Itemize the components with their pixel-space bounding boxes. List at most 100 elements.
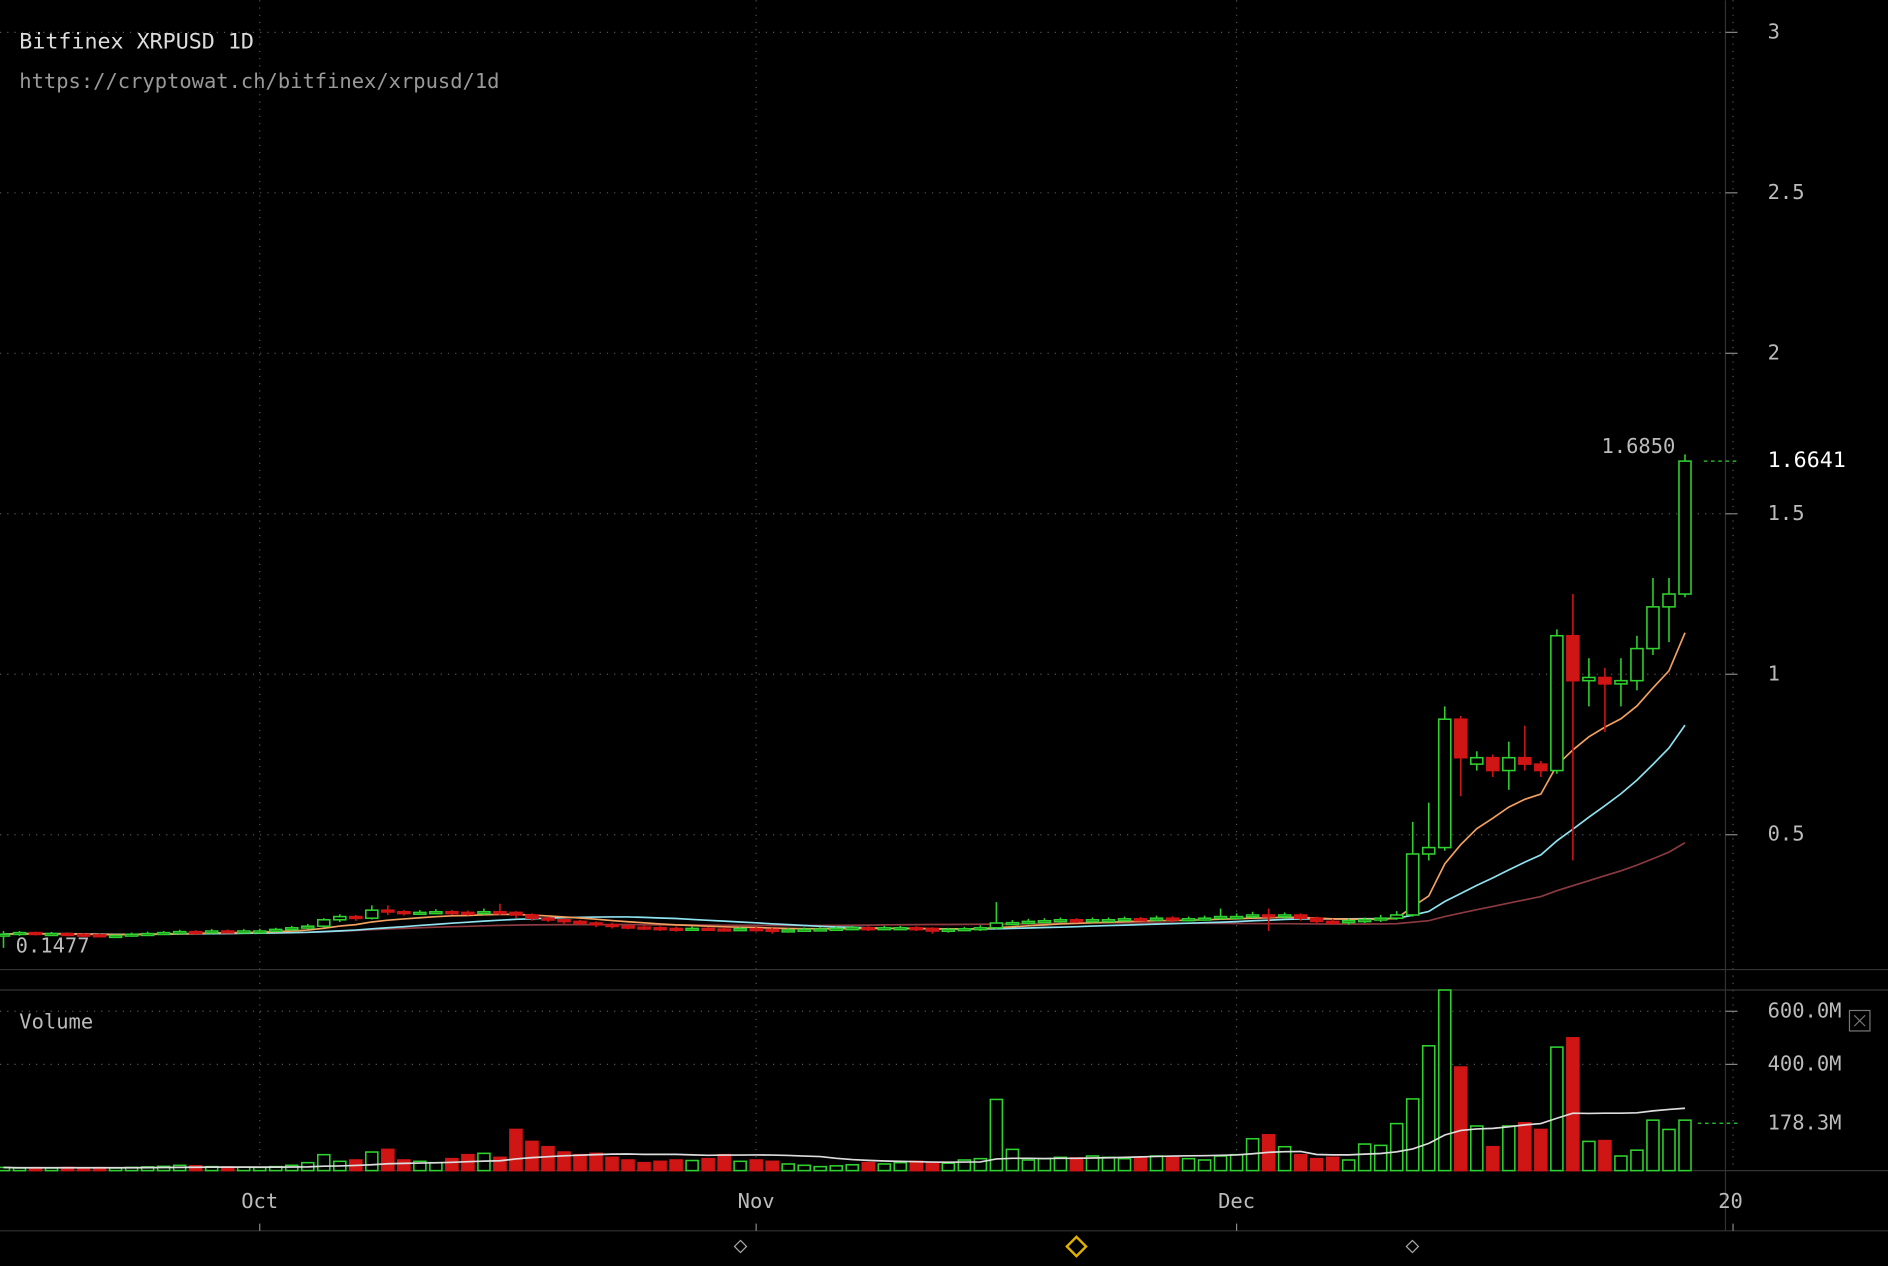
x-tick-label: Dec xyxy=(1218,1189,1255,1213)
volume-bar xyxy=(701,1157,715,1172)
moving-average xyxy=(3,632,1686,936)
high-label: 1.6850 xyxy=(1601,434,1675,458)
candle-body xyxy=(1630,647,1644,682)
candle-body xyxy=(188,930,203,935)
volume-bar xyxy=(1181,1157,1196,1172)
nav-marker[interactable] xyxy=(1065,1235,1088,1258)
candle-body xyxy=(829,927,844,932)
candle-body xyxy=(332,915,347,921)
candle-body xyxy=(861,927,876,931)
candle-body xyxy=(669,927,683,932)
volume-bar xyxy=(717,1153,731,1172)
volume-bar xyxy=(1197,1159,1212,1172)
candle-body xyxy=(1085,919,1100,923)
volume-bar xyxy=(1646,1119,1660,1172)
candle-body xyxy=(1405,853,1420,916)
candle-body xyxy=(1053,919,1068,923)
volume-bar xyxy=(605,1156,619,1172)
volume-bar xyxy=(316,1153,331,1172)
candle-body xyxy=(589,922,603,926)
close-icon xyxy=(1853,1014,1866,1027)
volume-bar xyxy=(1117,1157,1132,1172)
volume-bar xyxy=(797,1164,812,1172)
candle-body xyxy=(765,928,779,933)
nav-marker[interactable] xyxy=(1405,1239,1420,1254)
candle-body xyxy=(140,932,155,937)
candle-body xyxy=(477,910,491,915)
chart-title: Bitfinex XRPUSD 1D xyxy=(19,29,254,54)
volume-bar xyxy=(653,1160,667,1172)
candle-body xyxy=(525,914,539,919)
volume-bar xyxy=(861,1161,876,1172)
candle-body xyxy=(749,927,763,932)
volume-bar xyxy=(589,1152,603,1172)
candle-body xyxy=(381,909,395,913)
volume-bar xyxy=(1357,1143,1372,1172)
volume-bar xyxy=(1518,1122,1532,1172)
candle-body xyxy=(1534,763,1548,772)
candle-body xyxy=(1662,593,1676,608)
volume-bar xyxy=(765,1160,779,1172)
y-tick-label: 1.5 xyxy=(1768,501,1805,525)
volume-bar xyxy=(1598,1139,1612,1172)
candle-body xyxy=(493,910,507,915)
candle-body xyxy=(44,932,59,937)
volume-bar xyxy=(1149,1155,1164,1172)
volume-bar xyxy=(621,1159,635,1172)
candle-body xyxy=(124,933,139,937)
candle-body xyxy=(1518,756,1532,765)
volume-average xyxy=(3,1107,1686,1169)
candle-body xyxy=(1149,917,1164,921)
candle-body xyxy=(893,927,908,931)
candle-body xyxy=(1165,917,1180,921)
volume-bar xyxy=(1437,989,1452,1172)
volume-bar xyxy=(989,1098,1004,1172)
candle-body xyxy=(925,927,940,932)
candle-body xyxy=(1309,917,1324,923)
candle-body xyxy=(813,928,828,932)
volume-bar xyxy=(877,1163,892,1172)
volume-bar xyxy=(1293,1153,1308,1172)
nav-marker[interactable] xyxy=(733,1239,748,1254)
volume-bar xyxy=(1133,1157,1148,1172)
candle-body xyxy=(557,919,571,923)
candle-body xyxy=(316,919,331,927)
candle-body xyxy=(989,922,1004,929)
volume-bar xyxy=(1005,1148,1020,1172)
volume-bar xyxy=(397,1159,411,1172)
candle-body xyxy=(1245,914,1260,918)
candle-body xyxy=(349,915,363,920)
candle-body xyxy=(1293,914,1308,919)
y-tick-label: 1 xyxy=(1768,661,1780,685)
candle-body xyxy=(92,934,107,938)
candle-body xyxy=(156,931,171,936)
volume-bar xyxy=(813,1165,828,1172)
candle-body xyxy=(1341,919,1356,924)
volume-bar xyxy=(845,1163,860,1172)
candle-body xyxy=(1470,756,1484,765)
candle-body xyxy=(300,925,315,929)
candle-body xyxy=(1678,460,1692,595)
volume-bar xyxy=(1405,1098,1420,1172)
volume-bar xyxy=(1309,1157,1324,1172)
volume-bar xyxy=(669,1159,683,1172)
volume-bar xyxy=(1037,1157,1052,1172)
volume-bar xyxy=(749,1159,763,1172)
x-tick-label: Oct xyxy=(241,1189,278,1213)
volume-bar xyxy=(925,1161,940,1172)
candle-body xyxy=(1197,917,1212,921)
y-tick-label: 3 xyxy=(1768,19,1780,43)
close-button[interactable] xyxy=(1848,1009,1871,1032)
volume-bar xyxy=(573,1153,587,1172)
moving-average xyxy=(3,724,1686,936)
candle-body xyxy=(1005,921,1020,926)
x-tick-label: Nov xyxy=(738,1189,775,1213)
candle-body xyxy=(733,927,747,932)
candle-body xyxy=(605,923,619,928)
candle-body xyxy=(1037,919,1052,924)
volume-bar xyxy=(284,1164,299,1172)
candle-body xyxy=(653,927,667,931)
candle-body xyxy=(909,927,924,931)
volume-bar xyxy=(973,1157,988,1172)
candle-body xyxy=(268,928,283,933)
